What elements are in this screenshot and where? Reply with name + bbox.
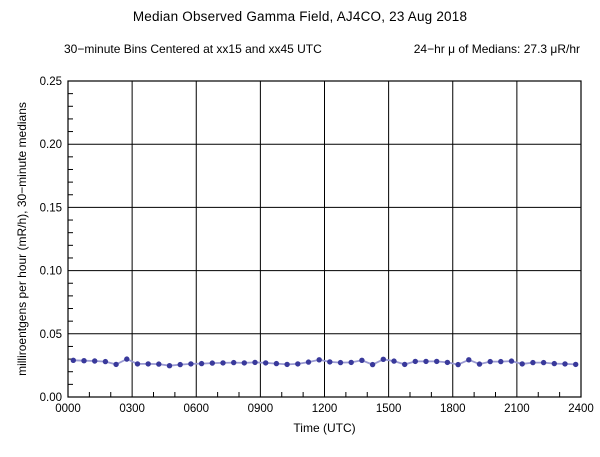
data-point	[348, 359, 354, 366]
x-axis-label: Time (UTC)	[293, 421, 356, 435]
y-axis-label: milliroentgens per hour (mR/h), 30−minut…	[15, 102, 29, 376]
data-point	[391, 358, 397, 364]
data-point	[263, 360, 269, 366]
data-point	[241, 360, 247, 366]
data-point	[476, 361, 483, 367]
data-point	[402, 361, 408, 368]
x-tick-label: 0600	[183, 403, 209, 415]
subtitle-bins-text: 30−minute Bins Centered at xx15 and xx45…	[64, 42, 322, 56]
data-point	[551, 360, 557, 367]
subtitle-mean-text: 24−hr μ of Medians: 27.3 μR/hr	[413, 42, 580, 56]
y-tick-label: 0.15	[40, 202, 62, 214]
data-point	[359, 357, 365, 363]
data-point	[434, 358, 440, 365]
x-tick-label: 1500	[376, 403, 402, 415]
data-point	[498, 358, 504, 365]
x-tick-label: 0300	[119, 403, 145, 415]
data-point	[519, 361, 525, 367]
data-point	[444, 359, 451, 366]
data-point	[156, 361, 162, 367]
x-tick-label: 2400	[568, 403, 594, 415]
data-point	[337, 359, 344, 366]
data-point	[70, 357, 77, 363]
data-point	[295, 361, 301, 367]
data-point	[487, 358, 493, 365]
data-point	[113, 361, 119, 368]
data-point	[380, 356, 386, 362]
x-tick-label: 2100	[504, 403, 530, 415]
data-point	[466, 357, 472, 363]
x-tick-label: 1800	[440, 403, 466, 415]
data-point	[412, 358, 418, 365]
data-point	[102, 358, 109, 365]
data-point	[305, 359, 312, 365]
data-point	[198, 360, 205, 367]
y-tick-label: 0.20	[40, 139, 62, 151]
data-point	[188, 361, 194, 367]
y-tick-label: 0.00	[40, 392, 62, 404]
data-point	[540, 359, 547, 366]
y-tick-label: 0.10	[40, 266, 62, 278]
x-tick-label: 1200	[312, 403, 338, 415]
data-point	[92, 358, 98, 364]
x-tick-label: 0900	[248, 403, 274, 415]
data-point	[145, 361, 151, 367]
y-tick-label: 0.05	[40, 329, 62, 341]
data-point	[573, 361, 579, 368]
data-point	[252, 359, 258, 366]
data-point	[273, 360, 280, 367]
data-point	[134, 361, 141, 367]
data-point	[562, 361, 568, 367]
chart-subtitle: 30−minute Bins Centered at xx15 and xx45…	[64, 42, 580, 56]
data-point	[530, 359, 536, 366]
data-point	[166, 363, 173, 369]
data-point	[316, 357, 322, 363]
data-point	[209, 360, 215, 366]
x-tick-label: 0000	[55, 403, 81, 415]
data-point	[81, 358, 87, 364]
plot-frame	[67, 80, 582, 398]
data-point	[369, 361, 376, 368]
data-point	[124, 356, 130, 362]
data-point	[508, 358, 515, 364]
data-point	[455, 361, 461, 368]
data-point	[231, 359, 237, 366]
y-tick-label: 0.25	[40, 76, 62, 88]
chart-title: Median Observed Gamma Field, AJ4CO, 23 A…	[132, 9, 468, 24]
data-point	[284, 361, 290, 368]
data-point	[220, 360, 226, 366]
data-point	[177, 361, 183, 368]
data-point	[327, 359, 333, 365]
data-point	[423, 358, 429, 365]
